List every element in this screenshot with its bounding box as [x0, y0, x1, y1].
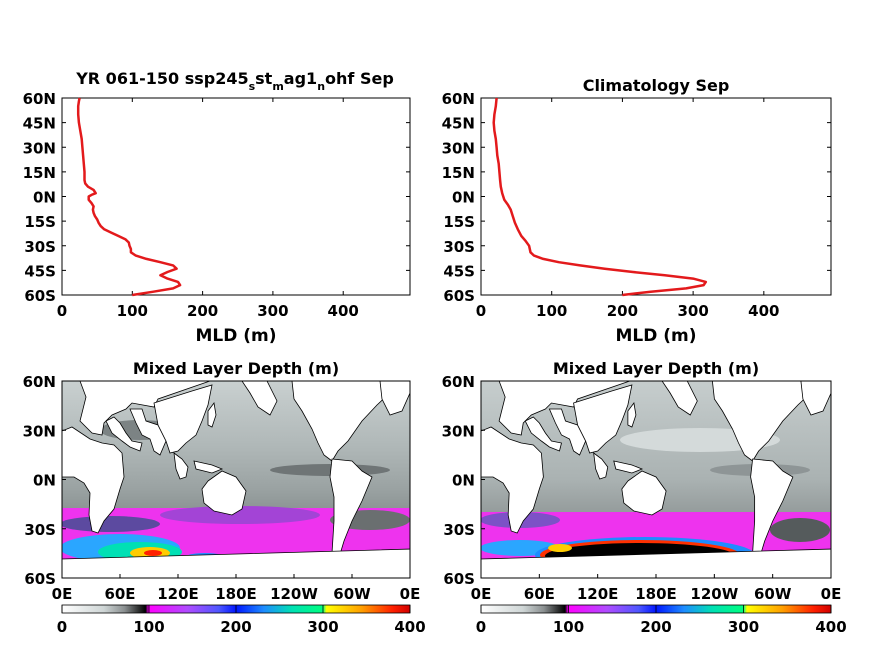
map-y-tick-label: 60N [23, 373, 56, 391]
colorbar-tick-label: 200 [640, 618, 671, 636]
map-x-tick-label: 60E [524, 585, 555, 603]
y-tick-label: 60N [442, 90, 475, 108]
map-y-tick-label: 0N [33, 472, 56, 490]
y-tick-label: 30N [442, 139, 475, 157]
x-tick-label: 0 [57, 302, 67, 320]
colorbar-tick-label: 200 [220, 618, 251, 636]
colorbar-tick-label: 100 [553, 618, 584, 636]
map-x-tick-label: 60E [104, 585, 135, 603]
panel-2-axes [480, 97, 832, 296]
map-y-tick-label: 30N [442, 422, 475, 440]
map-y-tick-label: 60N [442, 373, 475, 391]
panel-profile-ssp245: YR 061-150 ssp245sstmag1nohf Sep 0 100 200… [23, 69, 411, 346]
map-x-tick-label: 0E [400, 585, 421, 603]
colorbar-tick-label: 100 [133, 618, 164, 636]
map-x-tick-label: 60W [754, 585, 792, 603]
y-tick-label: 15S [443, 213, 475, 231]
x-tick-label: 0 [476, 302, 486, 320]
map-x-tick-label: 180E [215, 585, 257, 603]
map-y-tick-label: 30S [24, 521, 56, 539]
y-tick-label: 30S [443, 238, 475, 256]
y-tick-label: 60S [24, 287, 56, 305]
y-tick-label: 45N [442, 115, 475, 133]
map-y-tick-label: 30S [443, 521, 475, 539]
panel-profile-climatology: Climatology Sep 0 100 200 300 400 60N 45N 30N 15… [442, 76, 832, 346]
panel-4-heatmap [481, 381, 831, 578]
colorbar-tick-label: 0 [57, 618, 67, 636]
panel-2-xlabel: MLD (m) [615, 326, 696, 346]
y-tick-label: 0N [452, 189, 475, 207]
y-tick-label: 15N [442, 164, 475, 182]
x-tick-label: 400 [748, 302, 779, 320]
panel-map-ssp245: Mixed Layer Depth (m) 0E 60E 120E 180E 120W [23, 359, 426, 636]
map-y-tick-label: 60S [443, 570, 475, 588]
x-tick-label: 300 [257, 302, 288, 320]
map-y-tick-label: 0N [452, 472, 475, 490]
colorbar-tick-label: 300 [307, 618, 338, 636]
colorbar-tick-label: 400 [394, 618, 425, 636]
y-tick-label: 15S [24, 213, 56, 231]
map-x-tick-label: 0E [821, 585, 842, 603]
panel-2-title: Climatology Sep [583, 76, 730, 95]
map-x-tick-label: 120W [270, 585, 318, 603]
panel-3-title: Mixed Layer Depth (m) [133, 359, 339, 378]
panel-4-title: Mixed Layer Depth (m) [553, 359, 759, 378]
panel-1-xlabel: MLD (m) [195, 326, 276, 346]
y-tick-label: 60S [443, 287, 475, 305]
map-y-tick-label: 30N [23, 422, 56, 440]
y-tick-label: 45S [24, 262, 56, 280]
map-x-tick-label: 60W [333, 585, 371, 603]
map-x-tick-label: 120E [157, 585, 199, 603]
y-tick-label: 45S [443, 262, 475, 280]
panel-3-heatmap [62, 381, 410, 578]
x-tick-label: 400 [328, 302, 359, 320]
x-tick-label: 100 [117, 302, 148, 320]
y-tick-label: 30N [23, 139, 56, 157]
y-tick-label: 0N [33, 189, 56, 207]
y-tick-label: 15N [23, 164, 56, 182]
y-tick-label: 60N [23, 90, 56, 108]
panel-1-title: YR 061-150 ssp245sstmag1nohf Sep [75, 69, 394, 93]
map-x-tick-label: 120W [690, 585, 738, 603]
colorbar-tick-label: 400 [815, 618, 846, 636]
panel-map-climatology: Mixed Layer Depth (m) 0E 60E 120E 180E 120W 6… [442, 359, 847, 636]
panel-2-series-line [492, 97, 708, 297]
x-tick-label: 300 [677, 302, 708, 320]
panel-1-series-line [76, 97, 182, 297]
x-tick-label: 100 [536, 302, 567, 320]
y-tick-label: 45N [23, 115, 56, 133]
x-tick-label: 200 [187, 302, 218, 320]
map-x-tick-label: 180E [635, 585, 677, 603]
map-x-tick-label: 0E [471, 585, 492, 603]
map-x-tick-label: 120E [577, 585, 619, 603]
panel-1-axes [61, 97, 411, 296]
map-y-tick-label: 60S [24, 570, 56, 588]
y-tick-label: 30S [24, 238, 56, 256]
colorbar-tick-label: 0 [476, 618, 486, 636]
map-x-tick-label: 0E [52, 585, 73, 603]
x-tick-label: 200 [607, 302, 638, 320]
colorbar-tick-label: 300 [728, 618, 759, 636]
